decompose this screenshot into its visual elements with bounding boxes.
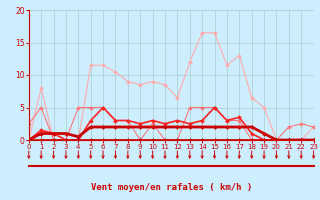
Text: Vent moyen/en rafales ( km/h ): Vent moyen/en rafales ( km/h ): [91, 183, 252, 192]
